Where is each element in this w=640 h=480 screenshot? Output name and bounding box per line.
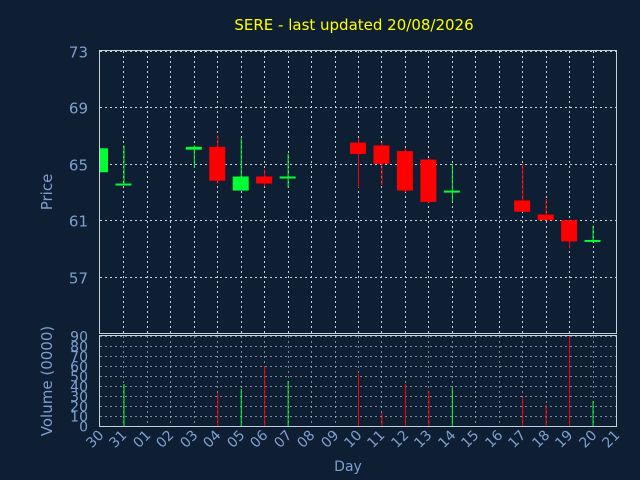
price-tick-label: 65	[69, 157, 88, 175]
day-axis-ticks: 30 31 01 02 03 04 05 06 07 08 09 10 11 12 13 14 15 16 17 18…	[83, 427, 623, 451]
candle-body	[185, 146, 202, 150]
volume-tick-label: 80	[70, 340, 88, 356]
candle-body	[396, 151, 413, 191]
candle-body	[279, 176, 296, 179]
candle-14	[443, 163, 460, 202]
candlestick-series	[100, 135, 601, 249]
price-tick-label: 69	[69, 100, 88, 118]
candle-04	[209, 135, 226, 184]
candle-10	[350, 138, 366, 188]
candle-body	[350, 142, 366, 154]
candle-20	[584, 225, 601, 243]
day-axis-label: Day	[334, 459, 362, 475]
candle-06	[256, 169, 273, 187]
candle-body	[209, 146, 226, 181]
candle-19	[561, 220, 578, 249]
candle-body	[420, 159, 437, 202]
candle-12	[396, 148, 413, 192]
price-axis-label: Price	[38, 174, 56, 211]
candle-18	[537, 199, 554, 221]
volume-tick-label: 90	[70, 330, 88, 346]
candle-body	[256, 176, 273, 184]
candle-03	[185, 145, 202, 169]
candle-31	[115, 145, 132, 186]
price-tick-label: 57	[69, 270, 88, 288]
price-grid	[100, 51, 616, 333]
candle-body	[373, 145, 390, 164]
candle-17	[514, 163, 531, 212]
volume-tick-label: 40	[70, 380, 88, 396]
candle-body	[232, 176, 249, 191]
chart-title: SERE - last updated 20/08/2026	[234, 16, 473, 34]
candle-body	[100, 148, 108, 173]
volume-tick-label: 0	[79, 420, 88, 436]
volume-tick-label: 20	[70, 400, 88, 416]
candle-body	[115, 183, 132, 186]
candle-body	[561, 220, 578, 242]
volume-axis-label: Volume (0000)	[38, 326, 56, 436]
price-tick-label: 73	[69, 44, 88, 62]
price-tick-label: 61	[69, 213, 88, 231]
volume-series	[123, 336, 594, 426]
price-axis-ticks: 57 61 65 69 73	[69, 44, 88, 288]
candle-body	[443, 190, 460, 193]
volume-tick-label: 70	[70, 350, 88, 366]
volume-tick-label: 30	[70, 390, 88, 406]
candle-body	[514, 200, 531, 212]
volume-panel-frame	[99, 335, 617, 427]
price-panel-frame	[99, 50, 617, 334]
candle-body	[584, 239, 601, 242]
volume-tick-label: 60	[70, 360, 88, 376]
candle-07	[279, 153, 296, 188]
candle-body	[537, 214, 554, 221]
candle-05	[232, 138, 249, 191]
volume-tick-label: 10	[70, 410, 88, 426]
volume-tick-label: 50	[70, 370, 88, 386]
candle-11	[373, 142, 390, 185]
candle-30	[100, 148, 108, 173]
candle-13	[420, 158, 437, 204]
